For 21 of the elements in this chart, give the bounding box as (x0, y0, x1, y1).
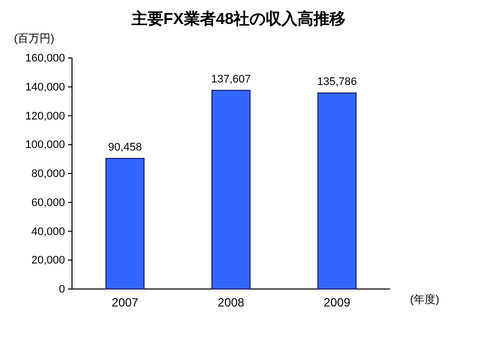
bar (211, 90, 251, 290)
bar (317, 92, 357, 290)
bar (105, 158, 145, 290)
chart-title: 主要FX業者48社の収入高推移 (130, 9, 346, 28)
data-label: 137,607 (211, 73, 251, 86)
y-tick-label: 160,000 (25, 52, 65, 65)
x-axis-title: (年度) (410, 293, 440, 306)
y-tick-label: 100,000 (25, 139, 65, 152)
y-tick-label: 140,000 (25, 81, 65, 94)
x-tick-label: 2008 (218, 296, 245, 310)
y-axis-title: (百万円) (14, 33, 54, 45)
y-tick-label: 120,000 (25, 110, 65, 122)
x-tick-label: 2007 (112, 296, 139, 310)
data-label: 90,458 (108, 141, 142, 154)
y-tick-label: 0 (58, 284, 65, 296)
y-tick-label: 20,000 (31, 254, 65, 267)
x-tick-label: 2009 (324, 296, 351, 310)
y-tick-label: 40,000 (31, 226, 65, 238)
y-tick-label: 60,000 (31, 196, 65, 209)
data-label: 135,786 (317, 76, 357, 88)
y-tick-label: 80,000 (31, 168, 65, 180)
